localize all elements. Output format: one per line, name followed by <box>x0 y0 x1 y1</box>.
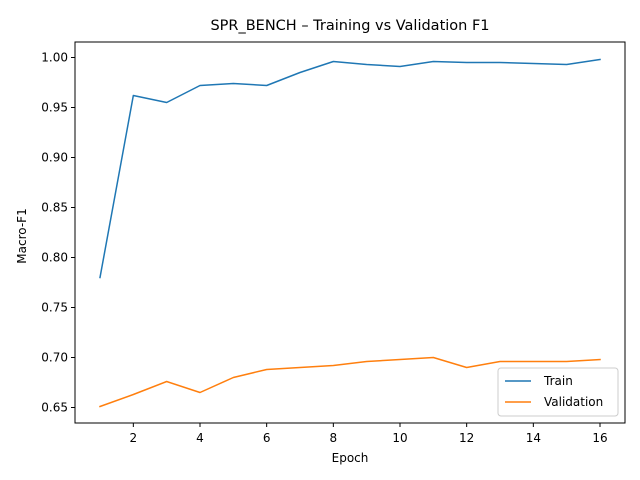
plot-frame <box>74 41 626 424</box>
chart-title: SPR_BENCH – Training vs Validation F1 <box>210 18 489 34</box>
x-tick-label: 6 <box>263 431 271 445</box>
x-axis-title: Epoch <box>332 451 369 465</box>
y-tick-label: 1.00 <box>41 51 68 65</box>
x-tick-label: 8 <box>330 431 338 445</box>
y-tick-label: 0.65 <box>41 401 68 415</box>
x-tick-label: 14 <box>526 431 541 445</box>
legend: Train Validation <box>497 367 619 417</box>
y-tick-label: 0.80 <box>41 251 68 265</box>
x-tick-label: 2 <box>130 431 138 445</box>
y-tick-label: 0.95 <box>41 101 68 115</box>
y-tick-label: 0.70 <box>41 351 68 365</box>
y-axis: 0.65 0.70 0.75 0.80 0.85 0.90 0.95 1.00 <box>41 51 75 415</box>
x-tick-label: 16 <box>592 431 607 445</box>
series-line-validation <box>99 356 601 408</box>
x-tick-label: 10 <box>392 431 407 445</box>
x-axis: 2 4 6 8 10 12 14 16 <box>130 423 608 445</box>
x-tick-label: 4 <box>196 431 204 445</box>
legend-label-train: Train <box>543 374 573 388</box>
y-tick-label: 0.90 <box>41 151 68 165</box>
legend-box <box>497 367 619 417</box>
y-tick-label: 0.75 <box>41 301 68 315</box>
series-line-train <box>99 58 601 279</box>
series-layer <box>99 58 601 408</box>
y-tick-label: 0.85 <box>41 201 68 215</box>
x-tick-label: 12 <box>459 431 474 445</box>
y-axis-title: Macro-F1 <box>15 208 29 263</box>
legend-label-validation: Validation <box>544 395 603 409</box>
